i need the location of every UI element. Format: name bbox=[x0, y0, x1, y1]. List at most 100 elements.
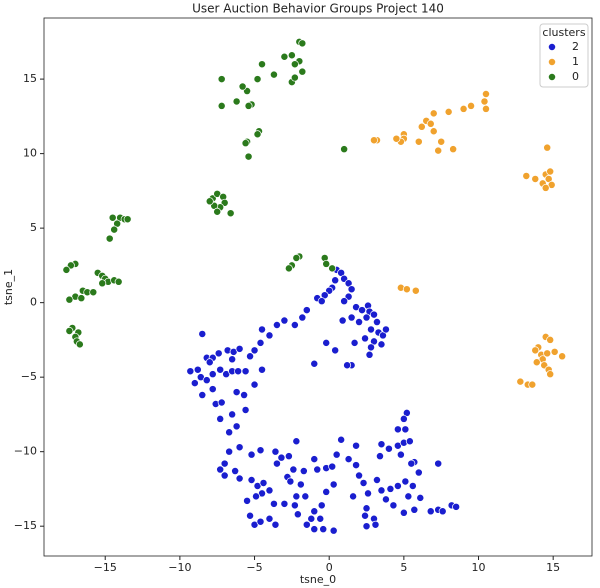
point bbox=[252, 492, 260, 501]
legend-marker bbox=[548, 73, 556, 81]
point bbox=[343, 361, 352, 370]
x-tick-label: 0 bbox=[326, 561, 333, 574]
point bbox=[256, 338, 265, 347]
point bbox=[213, 207, 222, 216]
point bbox=[355, 318, 364, 326]
y-tick-label: 10 bbox=[23, 147, 37, 160]
point bbox=[319, 525, 328, 534]
point bbox=[208, 385, 217, 394]
point bbox=[317, 501, 326, 510]
point bbox=[114, 277, 123, 286]
point bbox=[531, 175, 540, 183]
point bbox=[399, 414, 408, 423]
point bbox=[284, 264, 293, 273]
point bbox=[256, 517, 265, 526]
x-tick-label: 15 bbox=[546, 561, 560, 574]
point bbox=[280, 316, 289, 325]
point bbox=[365, 350, 374, 359]
point bbox=[123, 215, 132, 224]
point bbox=[337, 435, 346, 444]
point bbox=[214, 349, 223, 358]
point bbox=[340, 297, 349, 306]
x-tick-label: 5 bbox=[400, 561, 407, 574]
point bbox=[550, 347, 559, 356]
point bbox=[367, 325, 375, 334]
point bbox=[217, 398, 226, 407]
point bbox=[228, 355, 237, 364]
x-tick-label: −15 bbox=[94, 561, 117, 574]
point bbox=[384, 444, 393, 453]
point bbox=[265, 486, 274, 495]
point bbox=[429, 127, 438, 136]
point bbox=[272, 321, 281, 329]
point bbox=[280, 499, 289, 508]
point bbox=[338, 316, 347, 325]
point bbox=[516, 377, 525, 386]
point bbox=[253, 75, 262, 84]
point bbox=[105, 234, 114, 243]
point bbox=[467, 101, 476, 110]
point bbox=[232, 388, 241, 397]
y-tick-label: −5 bbox=[21, 370, 37, 383]
point bbox=[543, 349, 552, 358]
legend-label: 2 bbox=[572, 40, 579, 53]
point bbox=[290, 73, 299, 82]
point bbox=[246, 352, 255, 361]
point bbox=[290, 321, 299, 329]
point bbox=[307, 514, 316, 523]
point bbox=[280, 52, 289, 61]
point bbox=[331, 276, 340, 285]
legend-marker bbox=[548, 58, 556, 66]
y-tick-label: −15 bbox=[14, 519, 37, 532]
point bbox=[313, 465, 322, 474]
point bbox=[301, 492, 310, 501]
point bbox=[331, 346, 340, 355]
point bbox=[362, 504, 371, 513]
point bbox=[349, 492, 358, 501]
point bbox=[352, 461, 361, 470]
point bbox=[389, 501, 398, 510]
point bbox=[401, 425, 410, 434]
point bbox=[417, 122, 426, 131]
point bbox=[89, 288, 98, 297]
point bbox=[271, 520, 280, 529]
y-axis-label: tsne_1 bbox=[2, 269, 15, 305]
point bbox=[411, 286, 420, 295]
point bbox=[226, 209, 235, 218]
point bbox=[532, 358, 541, 367]
point bbox=[220, 471, 229, 480]
point bbox=[241, 406, 250, 414]
point bbox=[110, 225, 119, 234]
point bbox=[329, 526, 338, 535]
point bbox=[190, 379, 199, 388]
point bbox=[258, 365, 266, 374]
point bbox=[437, 137, 446, 146]
point bbox=[193, 365, 202, 374]
point bbox=[416, 493, 425, 502]
point bbox=[449, 145, 458, 154]
point bbox=[396, 450, 405, 459]
point bbox=[377, 340, 386, 349]
point bbox=[528, 380, 537, 389]
point bbox=[290, 60, 299, 69]
point bbox=[401, 477, 410, 486]
point bbox=[298, 39, 307, 48]
point bbox=[361, 511, 369, 520]
point bbox=[407, 459, 416, 468]
point bbox=[287, 51, 296, 60]
point bbox=[228, 410, 237, 419]
point bbox=[482, 104, 490, 113]
point bbox=[265, 331, 274, 340]
point bbox=[347, 285, 356, 294]
point bbox=[241, 367, 250, 376]
point bbox=[240, 391, 249, 399]
point bbox=[364, 489, 372, 498]
point bbox=[253, 130, 262, 139]
point bbox=[377, 440, 386, 449]
point bbox=[522, 172, 531, 180]
point bbox=[216, 365, 225, 374]
point bbox=[322, 487, 331, 496]
point bbox=[298, 67, 307, 76]
point bbox=[410, 505, 419, 514]
